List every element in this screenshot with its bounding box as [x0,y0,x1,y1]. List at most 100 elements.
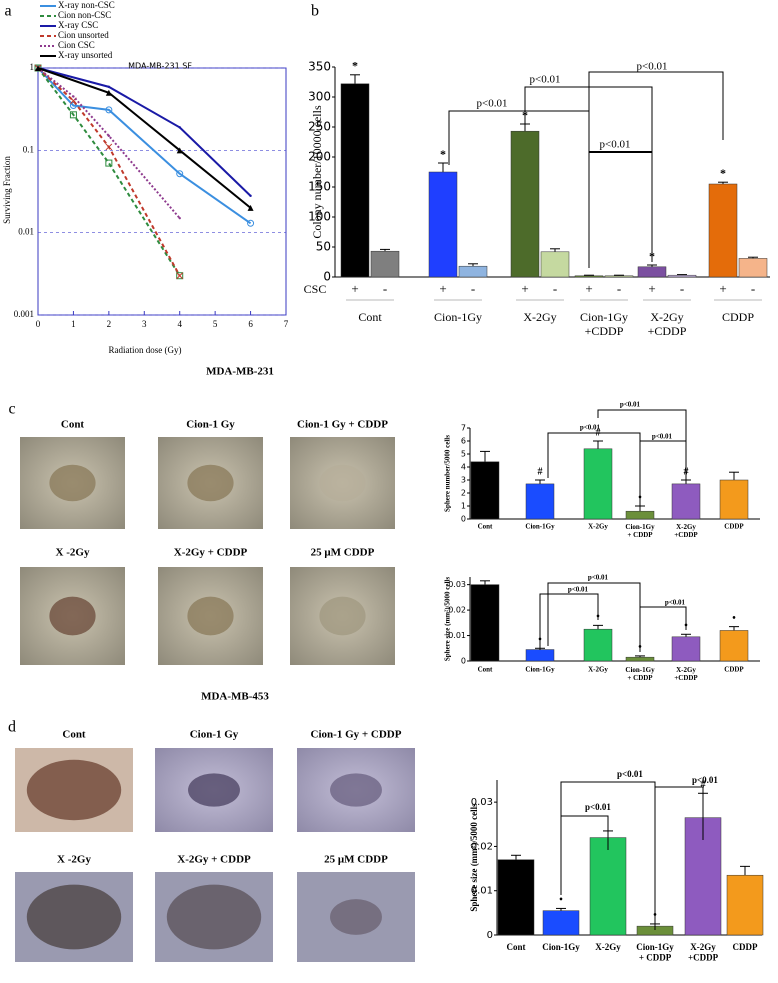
chart-title: MDA-MB-231 SF [128,62,192,71]
x-tick-label: Cont [478,523,493,531]
significance-label: p<0.01 [665,599,686,607]
x-tick-label: 0 [36,319,41,329]
bar [719,479,749,520]
photo-caption: X -2Gy [56,547,90,559]
photo-caption: Cion-1 Gy + CDDP [297,419,388,431]
bar [497,859,535,936]
x-tick-label: - [617,281,621,296]
photo-caption: X-2Gy + CDDP [174,547,248,559]
bar [583,628,613,662]
point [69,102,77,110]
point [105,106,113,114]
significance-label: p<0.01 [477,98,508,110]
group-label: Cion-1Gy +CDDP [580,310,628,338]
y-tick-label: 0 [461,657,466,666]
x-tick-label: + [648,281,655,296]
bar [671,483,701,520]
bar [525,649,555,662]
photo-caption: 25 μM CDDP [311,547,375,559]
x-tick-label: CDDP [724,666,744,674]
x-tick-label: - [471,281,475,296]
group-label: Cont [358,310,382,324]
bar [340,83,370,278]
y-tick-label: 0.01 [18,227,34,237]
legend-label: X-ray CSC [58,20,98,30]
x-tick-label: 1 [71,319,76,329]
y-tick-label: 0.03 [448,580,466,589]
x-tick-label: X-2Gy [595,942,621,952]
panel-label: b [311,3,319,20]
photo-group-title: MDA-MB-231 [206,366,274,378]
significance-mark: # [701,780,706,791]
x-tick-label: Cion-1Gy [525,523,555,531]
x-tick-label: X-2Gy +CDDP [688,942,719,962]
significance-label: p<0.01 [652,433,673,441]
x-tick-label: X-2Gy [588,523,608,531]
photo-caption: Cion-1 Gy [186,419,235,431]
x-tick-label: X-2Gy +CDDP [674,666,698,682]
x-tick-label: X-2Gy +CDDP [674,523,698,539]
x-tick-label: - [680,281,684,296]
point [69,111,77,119]
bar [637,266,667,278]
y-tick-label: 0 [323,270,331,284]
sphere-blob [26,759,122,821]
significance-bracket [588,71,724,140]
y-axis-label: Colony number/10000 cells [310,105,324,239]
y-tick-label: 0 [487,930,493,941]
bar [667,274,697,278]
bar [719,630,749,662]
series-line [37,67,181,219]
bar [589,837,627,936]
point [176,272,184,280]
y-tick-label: 0 [461,515,466,524]
x-tick-label: - [553,281,557,296]
bar [574,275,604,278]
point [176,272,184,280]
sphere-blob [330,899,382,935]
point [249,194,252,198]
panel-label: c [8,401,15,418]
sphere-blob [166,884,262,950]
y-axis-label: Sphere size (mm²)/5000 cells [444,577,452,661]
significance-label: p<0.01 [637,61,668,73]
bar [583,448,613,520]
photo-caption: Cion-1 Gy [190,729,239,741]
y-tick-label: 3 [461,476,466,485]
y-tick-label: 250 [308,120,331,134]
significance-mark: # [538,466,543,477]
y-tick-label: 100 [308,210,331,224]
y-tick-label: 7 [461,424,466,433]
x-tick-label: + [439,281,446,296]
significance-label: p<0.01 [588,574,609,582]
x-tick-label: CDDP [733,942,758,952]
x-tick-label: + [585,281,592,296]
y-axis-label: Sphere size (mm²)/5000 cells [469,803,479,912]
point [247,219,255,227]
photo-caption: Cont [61,419,85,431]
x-tick-label: 3 [142,319,147,329]
point [105,89,112,96]
y-tick-label: 6 [461,437,466,446]
y-tick-label: 0.02 [471,841,493,852]
photo-group-title: MDA-MB-453 [201,691,269,703]
y-tick-label: 300 [308,90,331,104]
photo-caption: X -2Gy [57,854,91,866]
series-line [37,67,181,277]
bar [604,275,634,278]
point [247,204,254,211]
row-label: CSC [304,282,327,296]
y-tick-label: 50 [316,240,331,254]
bar [510,130,540,278]
photo-caption: Cion-1 Gy + CDDP [311,729,402,741]
sphere-blob [49,596,96,636]
y-tick-label: 5 [461,450,466,459]
point [105,159,113,167]
bar [625,656,655,662]
x-tick-label: Cion-1Gy + CDDP [636,942,674,962]
significance-label: p<0.01 [600,139,631,151]
y-tick-label: 0.001 [14,309,34,319]
x-tick-label: CDDP [724,523,744,531]
y-tick-label: 0.03 [471,797,493,808]
significance-mark: • [732,613,736,624]
